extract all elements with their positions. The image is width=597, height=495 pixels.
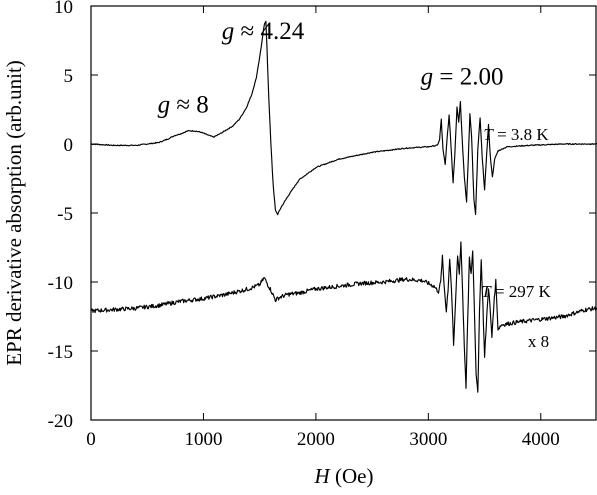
- x-tick-label: 2000: [297, 429, 335, 450]
- y-tick-label: -5: [57, 204, 73, 225]
- annotation-symbol: T: [483, 125, 494, 144]
- annotation-value: = 3.8 K: [493, 125, 550, 144]
- series-layer: [90, 20, 597, 393]
- plot-frame: [90, 5, 597, 421]
- chart-annotation: g = 2.00: [421, 64, 504, 91]
- x-axis-title: H (Oe): [314, 464, 374, 488]
- y-tick-label: -20: [48, 411, 73, 432]
- x-tick-label: 0: [86, 429, 96, 450]
- annotation-value: x 8: [528, 332, 549, 351]
- y-axis-title: EPR derivative absorption (arb.unit): [2, 60, 26, 366]
- y-tick-label: 10: [54, 0, 73, 18]
- y-tick-label: -10: [48, 273, 73, 294]
- x-axis-unit: (Oe): [330, 464, 374, 488]
- annotation-layer: g ≈ 8g ≈ 4.24g = 2.00T = 3.8 KT = 297 Kx…: [158, 18, 552, 351]
- chart-annotation: g ≈ 8: [158, 91, 209, 118]
- annotation-symbol: T: [481, 282, 492, 301]
- annotation-value: ≈ 8: [170, 91, 209, 118]
- y-tick-label: -15: [48, 342, 73, 363]
- annotation-symbol: g: [421, 64, 434, 91]
- annotation-symbol: g: [158, 91, 171, 118]
- chart-annotation: x 8: [528, 332, 549, 351]
- y-tick-label: 5: [64, 66, 74, 87]
- x-axis-symbol: H: [314, 464, 332, 488]
- annotation-value: = 297 K: [491, 282, 552, 301]
- x-tick-label: 1000: [184, 429, 222, 450]
- annotation-symbol: g: [222, 18, 235, 45]
- annotation-value: ≈ 4.24: [234, 18, 304, 45]
- chart-annotation: T = 3.8 K: [483, 125, 549, 144]
- ticks-layer: 0 1000 2000 3000 4000 10 5 0 -5 -10 -15 -20: [48, 0, 596, 450]
- x-tick-label: 3000: [409, 429, 447, 450]
- y-tick-label: 0: [64, 135, 74, 156]
- chart-annotation: g ≈ 4.24: [222, 18, 305, 45]
- epr-spectrum-line-1: [91, 20, 597, 216]
- epr-spectrum-line-2: [90, 241, 597, 393]
- chart-annotation: T = 297 K: [481, 282, 551, 301]
- x-tick-label: 4000: [522, 429, 560, 450]
- annotation-value: = 2.00: [433, 64, 503, 91]
